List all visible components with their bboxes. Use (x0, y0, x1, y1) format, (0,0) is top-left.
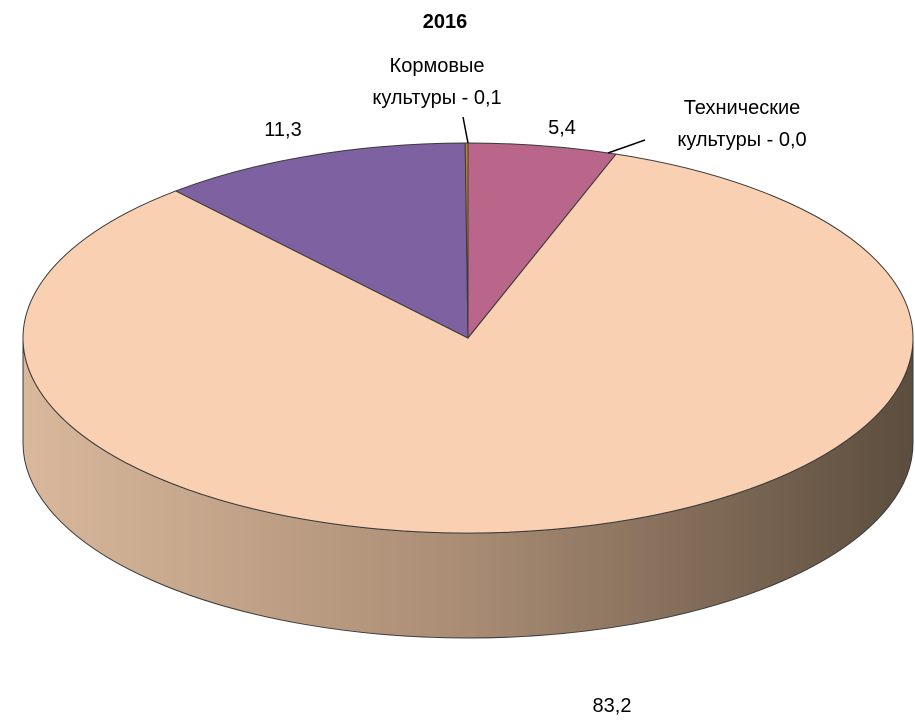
data-label: 83,2 (593, 695, 632, 717)
data-label: Технические культуры - 0,0 (677, 97, 806, 151)
data-label: 5,4 (548, 117, 576, 139)
slice (467, 142, 618, 340)
data-label: 11,3 (264, 119, 301, 141)
leader-line (462, 116, 469, 144)
chart-title: 2016 (423, 11, 468, 33)
slice (174, 142, 469, 339)
slice (22, 153, 914, 534)
leader-line (607, 139, 646, 154)
data-label: Кормовые культуры - 0,1 (372, 55, 501, 109)
